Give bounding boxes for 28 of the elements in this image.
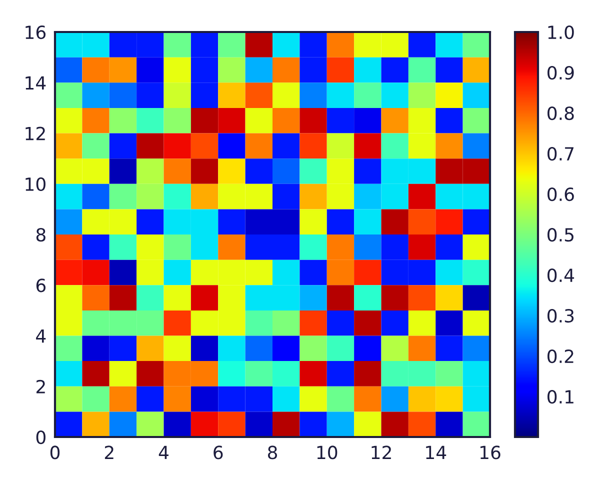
color-bar-label: 0.7 xyxy=(548,146,574,161)
y-tick-label: 8 xyxy=(36,228,46,242)
x-tick-label: 8 xyxy=(268,446,278,460)
y-tick-label: 4 xyxy=(36,329,46,343)
color-bar-label: 0.5 xyxy=(548,228,574,242)
x-tick-label: 14 xyxy=(426,446,446,460)
color-bar-label: 0.9 xyxy=(548,66,574,80)
y-tick-label: 12 xyxy=(26,126,45,140)
color-bar-label: 0.1 xyxy=(548,390,574,404)
color-bar-label: 0.4 xyxy=(548,268,574,282)
y-tick-label: 6 xyxy=(36,278,46,292)
color-bar-label: 0.2 xyxy=(548,349,574,364)
x-tick-label: 0 xyxy=(50,446,60,460)
x-tick-label: 6 xyxy=(214,446,223,460)
color-bar-label: 0.3 xyxy=(548,308,574,323)
x-tick-label: 10 xyxy=(317,446,338,460)
y-tick-label: 10 xyxy=(26,177,46,191)
y-tick-label: 2 xyxy=(36,380,45,394)
color-bar-label: 0.6 xyxy=(548,187,574,202)
color-bar-label: 1.0 xyxy=(548,25,574,40)
x-tick-label: 2 xyxy=(104,446,114,460)
y-tick-label: 0 xyxy=(36,430,46,444)
x-tick-label: 12 xyxy=(372,446,391,460)
x-tick-label: 4 xyxy=(158,446,168,460)
color-bar-label: 0.8 xyxy=(548,106,574,120)
y-tick-label: 14 xyxy=(26,76,46,90)
x-tick-label: 16 xyxy=(480,446,500,460)
y-tick-label: 16 xyxy=(26,25,46,40)
